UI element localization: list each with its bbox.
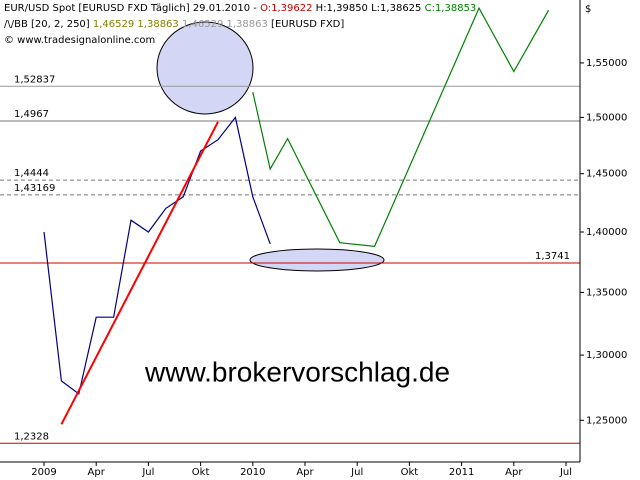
x-tick-label: 2011 xyxy=(449,467,474,478)
copyright: © www.tradesignalonline.com xyxy=(4,35,155,46)
indicator-values: 1,46529 1,38863 xyxy=(93,19,179,30)
high: H:1,39850 xyxy=(316,3,368,14)
x-tick-label: Jul xyxy=(559,467,572,478)
highlight-circle xyxy=(156,21,254,115)
x-tick-label: Okt xyxy=(401,467,419,478)
plot-area xyxy=(0,6,584,466)
x-tick-label: Apr xyxy=(296,467,314,478)
header-line: EUR/USD Spot [EURUSD FXD Täglich] 29.01.… xyxy=(4,3,476,14)
series-line xyxy=(60,121,219,425)
x-tick-label: Okt xyxy=(192,467,210,478)
level-label: 1,4967 xyxy=(14,109,49,120)
level-label: 1,3741 xyxy=(535,251,570,262)
y-tick-label: 1,40000 xyxy=(586,227,627,238)
y-tick-label: 1,50000 xyxy=(586,112,627,123)
x-tick-label: Jul xyxy=(350,467,363,478)
level-label: 1,52837 xyxy=(14,74,55,85)
y-tick-label: 1,45000 xyxy=(586,169,627,180)
series-line xyxy=(252,6,550,247)
x-tick-label: Jul xyxy=(141,467,154,478)
x-tick-label: 2009 xyxy=(31,467,56,478)
currency: $ xyxy=(585,4,591,15)
y-tick-label: 1,55000 xyxy=(586,58,627,69)
x-tick-label: Apr xyxy=(505,467,523,478)
y-tick-label: 1,30000 xyxy=(586,350,627,361)
watermark: www.brokervorschlag.de xyxy=(144,356,450,387)
x-tick-label: Apr xyxy=(88,467,106,478)
y-tick-label: 1,35000 xyxy=(586,287,627,298)
y-tick-label: 1,25000 xyxy=(586,415,627,426)
symbol: EUR/USD Spot [EURUSD FXD Täglich] 29.01.… xyxy=(4,3,257,14)
close: C:1,38853 xyxy=(425,3,477,14)
level-label: 1,2328 xyxy=(14,431,49,442)
low: L:1,38625 xyxy=(371,3,421,14)
level-label: 1,4444 xyxy=(14,168,49,179)
indicator-source: [EURUSD FXD] xyxy=(271,19,344,30)
series-line xyxy=(43,116,271,395)
indicator: /\/BB [20, 2, 250] xyxy=(4,19,90,30)
level-label: 1,43169 xyxy=(14,183,55,194)
highlight-ellipse xyxy=(249,248,385,272)
indicator-line: /\/BB [20, 2, 250] 1,46529 1,38863 1,465… xyxy=(4,19,344,30)
x-tick-label: 2010 xyxy=(240,467,265,478)
indicator-values-2: 1,46529 1,38863 xyxy=(182,19,268,30)
open: O:1,39622 xyxy=(260,3,312,14)
